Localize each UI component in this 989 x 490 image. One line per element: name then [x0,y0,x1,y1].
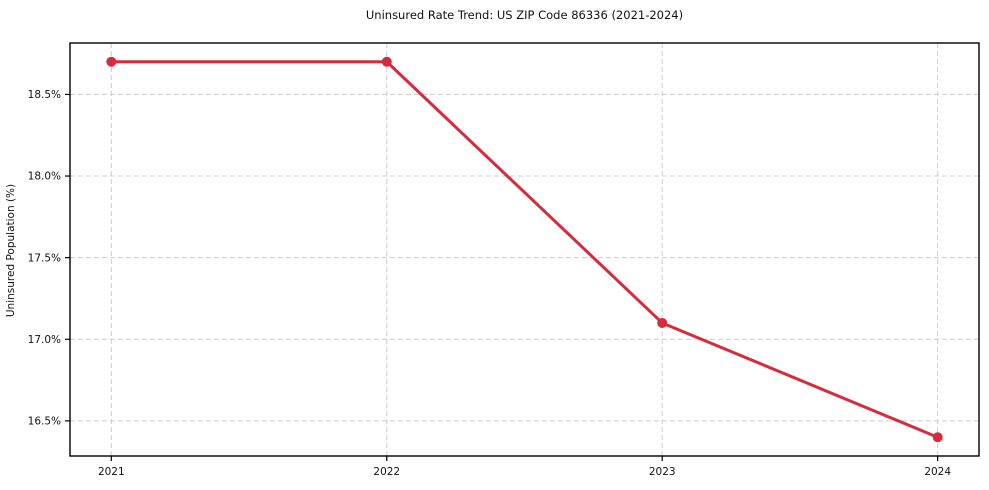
data-point-2021 [106,56,117,67]
trend-line [109,60,940,439]
chart-title: Uninsured Rate Trend: US ZIP Code 86336 … [365,8,684,22]
data-point-2023 [657,317,668,328]
x-tick-label: 2022 [373,466,400,478]
x-tick-label: 2021 [98,466,125,478]
data-point-2024 [932,432,943,443]
y-tick-label: 18.0% [28,171,61,183]
y-tick-label: 17.0% [28,334,61,346]
data-point-2022 [381,56,392,67]
x-tick-label: 2024 [924,466,951,478]
y-tick-label: 16.5% [28,416,61,428]
y-tick-label: 18.5% [28,89,61,101]
x-tick-label: 2023 [649,466,676,478]
plot-border [69,42,980,457]
y-tick-label: 17.5% [28,252,61,264]
